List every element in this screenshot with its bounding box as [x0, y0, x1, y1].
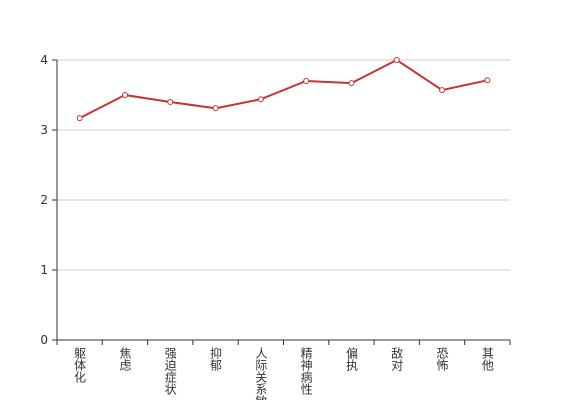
x-tick-label: 焦虑	[118, 347, 132, 371]
point	[393, 57, 400, 63]
x-tick-label: 恐怖	[435, 347, 449, 371]
y-tick-label: 0	[40, 333, 48, 347]
point	[484, 77, 491, 84]
x-tick-label: 偏执	[344, 346, 358, 372]
line	[79, 58, 488, 119]
x-tick-label: 其他	[480, 347, 494, 371]
point	[212, 105, 219, 112]
x-tick-label: 抑郁	[209, 346, 223, 372]
point	[439, 87, 446, 94]
x-tick-label: 强迫症状	[163, 347, 177, 395]
point	[257, 96, 264, 103]
y-tick-label: 3	[40, 123, 48, 137]
y-tick-label: 4	[40, 53, 48, 67]
y-tick-label: 2	[40, 193, 48, 207]
point	[76, 115, 83, 122]
x-tick-label: 躯体化	[73, 346, 87, 384]
y-tick-label: 1	[40, 263, 48, 277]
point	[121, 92, 128, 98]
x-tick-label: 敌对	[390, 346, 404, 371]
x-tick-label: 精神病性	[299, 347, 313, 396]
point	[167, 99, 174, 105]
point	[303, 78, 310, 84]
x-tick-label: 人际关系敏感	[254, 347, 268, 400]
point	[348, 80, 355, 87]
